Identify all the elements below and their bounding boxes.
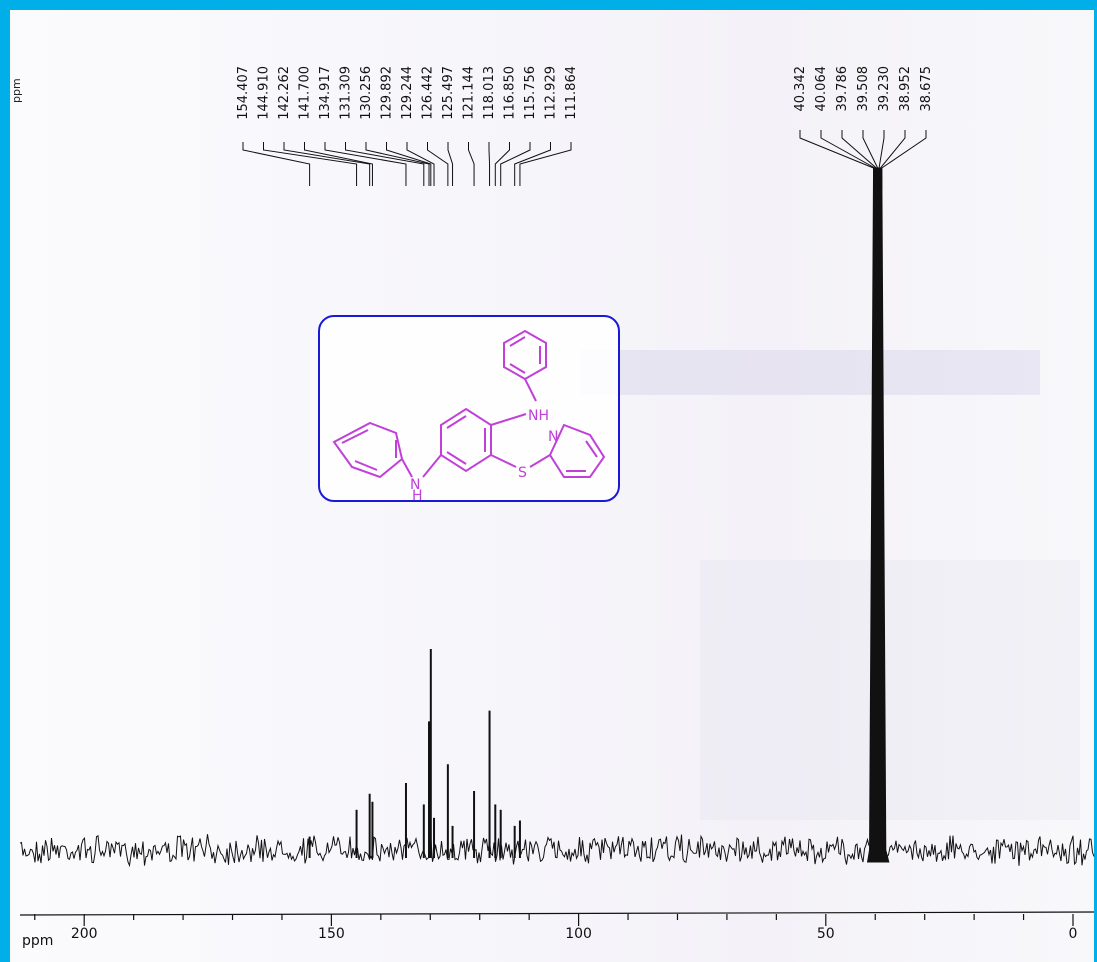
peak-connector (878, 130, 885, 190)
baseline-noise (19, 834, 1095, 868)
molecule-bonds (332, 329, 606, 479)
bond (529, 454, 551, 468)
peak-label-116.850: 116.850 (503, 66, 518, 120)
peak-label-142.262: 142.262 (277, 66, 292, 120)
x-tick-label-0: 0 (1069, 926, 1078, 942)
atom-label-h: H (412, 488, 423, 504)
central-benzene-ring (440, 407, 492, 473)
peak-connector (304, 142, 373, 186)
peak-label-38.675: 38.675 (919, 66, 934, 112)
peak-label-40.342: 40.342 (793, 66, 808, 112)
x-axis-unit-label: ppm (22, 933, 53, 949)
peak-connector (283, 142, 371, 186)
peak-label-39.786: 39.786 (835, 66, 850, 112)
aromatic-double-bond (354, 460, 378, 471)
molecule-structure-box: NH N S N H (318, 315, 620, 504)
peak-label-39.508: 39.508 (856, 66, 871, 112)
aromatic-double-bond (509, 363, 526, 374)
peak-label-40.064: 40.064 (814, 66, 829, 112)
aromatic-double-bond (446, 415, 467, 429)
peak-label-129.244: 129.244 (400, 66, 415, 120)
scan-shade (580, 350, 1040, 395)
peak-label-141.700: 141.700 (298, 66, 313, 120)
x-tick-label-200: 200 (71, 926, 98, 942)
peak-label-112.929: 112.929 (544, 66, 559, 120)
peak-connector (488, 142, 491, 186)
atom-label-nh: NH (528, 408, 549, 424)
x-tick-label-100: 100 (565, 926, 592, 942)
peak-label-39.230: 39.230 (877, 66, 892, 112)
peak-connector (799, 130, 875, 190)
atom-label-s: S (518, 465, 527, 481)
peak-label-115.756: 115.756 (523, 66, 538, 120)
spectrum-peaks (308, 167, 890, 863)
peak-label-129.892: 129.892 (380, 66, 395, 120)
peak-label-121.144: 121.144 (462, 66, 477, 120)
peak-connector (881, 130, 927, 190)
aromatic-double-bond (585, 440, 598, 458)
aromatic-double-bond (341, 429, 369, 444)
aromatic-double-bond (509, 336, 526, 347)
peak-label-131.309: 131.309 (339, 66, 354, 120)
peak-connector (447, 142, 454, 186)
bond (490, 413, 527, 426)
spectrum-trace (19, 834, 1095, 868)
peak-label-154.407: 154.407 (236, 66, 251, 120)
peak-connector (519, 142, 572, 186)
peak-connector (263, 142, 358, 186)
aromatic-double-bond (446, 451, 467, 465)
peak-label-38.952: 38.952 (898, 66, 913, 112)
peak-label-144.910: 144.910 (257, 66, 272, 120)
peak-connector (365, 142, 430, 186)
atom-label-pyridine-n: N (548, 429, 558, 445)
peak-connector (324, 142, 407, 186)
peak-connector (494, 142, 510, 186)
x-tick-label-50: 50 (817, 926, 835, 942)
peak-connector (386, 142, 432, 186)
peak-connector (841, 130, 877, 190)
peak-label-126.442: 126.442 (421, 66, 436, 120)
molecule-structure: NH N S N H (332, 329, 606, 504)
bond (422, 454, 442, 478)
left-phenyl-ring (332, 421, 404, 479)
scan-shade (700, 560, 1080, 820)
atom-label-n: N (410, 477, 420, 493)
peak-connector (406, 142, 435, 186)
peak-connector (820, 130, 876, 190)
peak-label-125.497: 125.497 (441, 66, 456, 120)
peak-connector (862, 130, 879, 190)
peak-connector (879, 130, 906, 190)
peak-connector (345, 142, 425, 186)
peak-connector (427, 142, 449, 186)
x-axis-ticks: 200 150 100 50 0 (34, 914, 1078, 942)
peak-label-118.013: 118.013 (482, 66, 497, 120)
peak-connector (242, 142, 311, 186)
peak-label-111.864: 111.864 (564, 66, 579, 120)
peak-label-130.256: 130.256 (359, 66, 374, 120)
x-axis (19, 911, 1095, 916)
peak-labels-aromatic: 154.407 144.910 142.262 141.700 134.917 131.3… (236, 66, 579, 186)
bond (490, 454, 517, 468)
bond (401, 458, 413, 478)
peak-connector (514, 142, 551, 186)
peak-connector (468, 142, 475, 186)
solvent-peak-dmso (866, 167, 890, 863)
x-axis-line (19, 911, 1095, 916)
bond (524, 378, 537, 402)
peak-connector (500, 142, 531, 186)
peak-label-134.917: 134.917 (318, 66, 333, 120)
x-tick-label-150: 150 (318, 926, 345, 942)
peak-labels-solvent: 40.342 40.064 39.786 39.508 39.230 38.952 38.6… (793, 66, 934, 190)
